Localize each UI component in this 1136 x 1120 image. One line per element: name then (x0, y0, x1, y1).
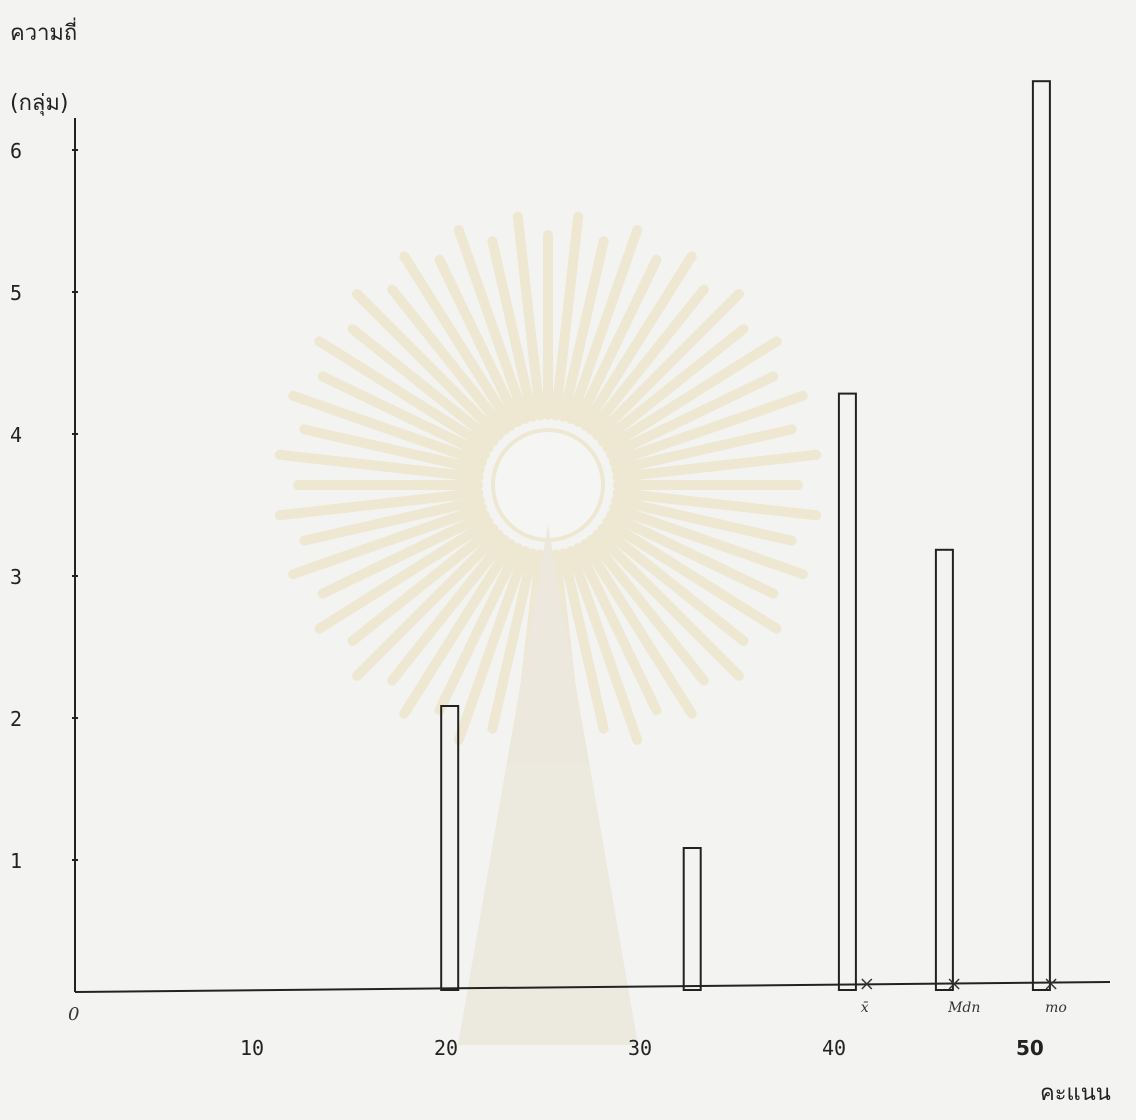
watermark-ray (512, 211, 546, 421)
watermark-ray (612, 487, 822, 521)
watermark-ray (399, 539, 516, 719)
watermark-ray (434, 543, 523, 716)
watermark-center (491, 428, 605, 542)
x-tick-label: 20 (434, 1036, 458, 1060)
marker-label: mo (1045, 1000, 1067, 1016)
marker-label: Mdn (947, 1000, 980, 1016)
watermark-ray (314, 336, 494, 453)
watermark-ray (597, 523, 749, 646)
watermark-ray (573, 543, 662, 716)
x-tick-labels: 10 20 30 40 50 (240, 1036, 1044, 1060)
watermark-ray (387, 284, 510, 436)
statistic-markers: x̄ Mdn mo (861, 978, 1067, 1016)
watermark-ray (592, 529, 744, 681)
watermark-emblem (274, 211, 822, 1045)
watermark-ray (299, 424, 485, 475)
watermark-ray (609, 503, 808, 580)
y-tick-label: 5 (10, 281, 22, 305)
y-tick-label: 3 (10, 565, 22, 589)
x-tick-label: 40 (822, 1036, 846, 1060)
watermark-ray (352, 289, 504, 441)
watermark-ray (609, 390, 808, 467)
watermark-ray (288, 503, 487, 580)
y-tick-label: 6 (10, 139, 22, 163)
y-axis-label-line1: ความถี่ (10, 17, 77, 46)
bar (440, 705, 460, 991)
watermark-ray (592, 289, 744, 441)
watermark-ray (387, 534, 510, 686)
bar (1031, 80, 1051, 991)
watermark-ray (314, 517, 494, 634)
watermark-ray (512, 549, 546, 759)
watermark-ray (487, 236, 538, 422)
watermark-ray (602, 517, 782, 634)
x-axis (74, 981, 1111, 993)
watermark-ray (550, 549, 584, 759)
watermark-ray (299, 495, 485, 546)
watermark-ray (347, 523, 499, 646)
y-tick-label: 1 (10, 849, 22, 873)
x-axis-label: คะแนน (1040, 1081, 1111, 1106)
watermark-ray (602, 336, 782, 453)
y-tick-label: 4 (10, 423, 22, 447)
watermark-ray (288, 390, 487, 467)
bar (934, 548, 954, 991)
watermark-ray (317, 510, 490, 599)
watermark-ray (453, 546, 530, 745)
watermark-ray (453, 225, 530, 424)
bar (682, 847, 702, 991)
watermark-ray (317, 371, 490, 460)
bar (837, 392, 857, 992)
marker-cross (948, 978, 960, 990)
watermark-ray (347, 324, 499, 447)
watermark-ray (606, 371, 779, 460)
watermark-ray (274, 449, 484, 483)
x-tick-label: 50 (1016, 1036, 1044, 1060)
watermark-ray (597, 324, 749, 447)
watermark-ray (580, 539, 697, 719)
watermark-ray (586, 534, 709, 686)
watermark-ray (573, 254, 662, 427)
watermark-ray (580, 251, 697, 431)
marker-cross (1045, 978, 1057, 990)
watermark-ray (566, 225, 643, 424)
watermark-tower (458, 525, 638, 1045)
watermark-ray (611, 495, 797, 546)
watermark-ray (558, 548, 609, 734)
marker-label: x̄ (861, 1000, 869, 1016)
bars (440, 80, 1051, 992)
watermark-ray (611, 424, 797, 475)
x-tick-label: 10 (240, 1036, 264, 1060)
watermark-ray (586, 284, 709, 436)
watermark-ray (352, 529, 504, 681)
x-tick-label: 30 (628, 1036, 652, 1060)
origin-label: 0 (68, 1004, 79, 1025)
watermark-ray (434, 254, 523, 427)
marker-cross (861, 978, 873, 990)
y-tick-label: 2 (10, 707, 22, 731)
watermark-ray (399, 251, 516, 431)
watermark-ray (558, 236, 609, 422)
watermark-ray (606, 510, 779, 599)
y-tick-labels: 1 2 3 4 5 6 (10, 139, 78, 873)
watermark-ray (487, 548, 538, 734)
watermark-ray (566, 546, 643, 745)
watermark-ray (274, 487, 484, 521)
watermark-ray (550, 211, 584, 421)
watermark-ray (612, 449, 822, 483)
y-axis-label-line2: (กลุ่ม) (10, 91, 68, 116)
